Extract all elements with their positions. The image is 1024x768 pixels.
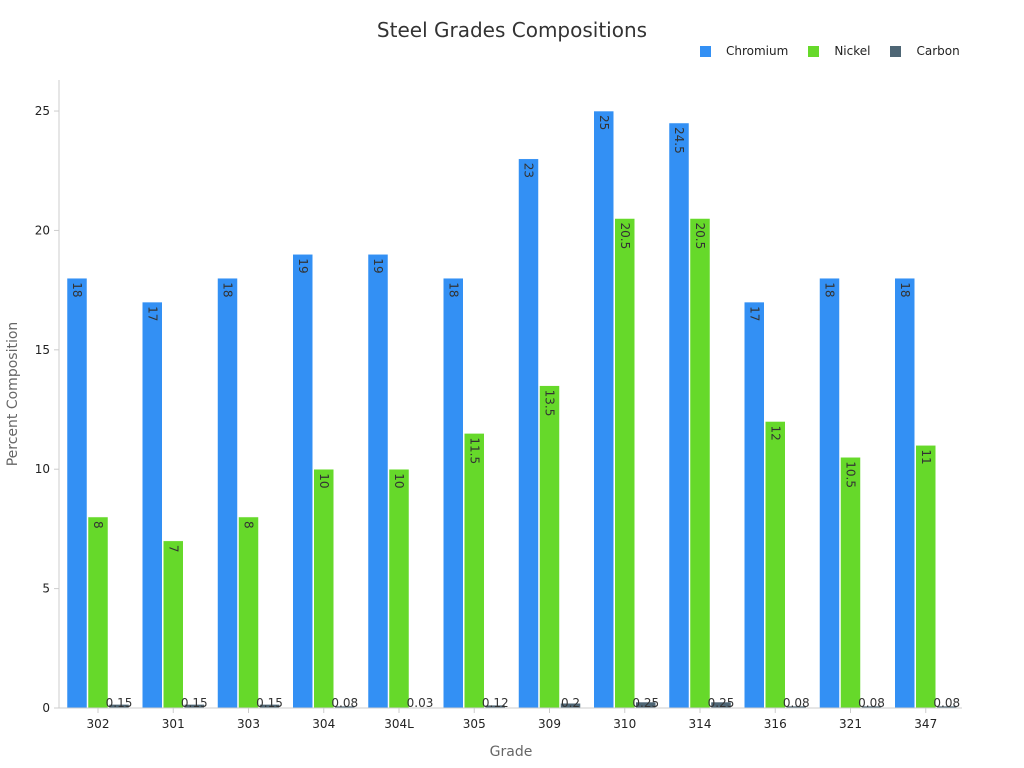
bar-chromium-302	[66, 277, 88, 709]
data-label-chromium-316: 17	[747, 306, 761, 321]
data-label-nickel-301: 7	[166, 545, 180, 553]
x-tick-label-316: 316	[764, 717, 787, 731]
x-tick-label-314: 314	[689, 717, 712, 731]
axes: 0 5 10 15 20 25 302 301 303 304 304L 305 309 310 314 31…	[35, 80, 962, 731]
bar-chromium-303	[217, 277, 238, 709]
bar-chromium-310	[593, 110, 614, 709]
data-label-chromium-303: 18	[221, 282, 235, 297]
data-label-chromium-310: 25	[597, 115, 611, 130]
bar-chromium-309	[518, 158, 539, 709]
data-label-carbon-301: 0.15	[181, 696, 208, 710]
legend-item-nickel[interactable]: Nickel	[808, 44, 870, 58]
data-label-carbon-304: 0.08	[331, 696, 358, 710]
x-tick-label-309: 309	[538, 717, 561, 731]
x-tick-label-304L: 304L	[384, 717, 414, 731]
legend-item-chromium[interactable]: Chromium	[700, 44, 788, 58]
bar-chromium-314	[668, 122, 690, 709]
y-tick-label: 25	[35, 104, 50, 118]
data-label-nickel-321: 10.5	[844, 461, 858, 488]
data-label-chromium-309: 23	[522, 163, 536, 178]
bar-nickel-305	[464, 433, 485, 709]
y-tick-label: 20	[35, 223, 50, 237]
x-tick-label-347: 347	[914, 717, 937, 731]
data-label-carbon-316: 0.08	[783, 696, 810, 710]
data-label-carbon-321: 0.08	[858, 696, 885, 710]
bar-nickel-310	[614, 218, 635, 709]
bar-chromium-347	[894, 277, 915, 709]
x-tick-label-305: 305	[463, 717, 486, 731]
data-label-nickel-302: 8	[91, 521, 105, 529]
legend-label-chromium: Chromium	[726, 44, 789, 58]
bar-chromium-305	[443, 277, 464, 709]
x-tick-label-304: 304	[312, 717, 335, 731]
data-label-carbon-304L: 0.03	[407, 696, 434, 710]
bar-nickel-304	[313, 468, 334, 709]
data-label-nickel-347: 11	[919, 449, 933, 464]
data-label-chromium-301: 17	[145, 306, 159, 321]
bar-nickel-302	[87, 516, 109, 709]
data-label-carbon-309: 0.2	[561, 696, 580, 710]
legend-swatch-carbon	[890, 45, 902, 57]
bar-nickel-314	[689, 218, 711, 709]
bar-nickel-347	[915, 445, 936, 709]
x-axis-title: Grade	[490, 744, 533, 760]
data-label-chromium-314: 24.5	[672, 127, 686, 154]
bar-nickel-303	[238, 516, 259, 709]
legend: Chromium Nickel Carbon	[700, 44, 960, 58]
x-tick-label-302: 302	[87, 717, 110, 731]
y-tick-label: 0	[42, 701, 50, 715]
data-label-carbon-314: 0.25	[708, 696, 735, 710]
x-tick-label-310: 310	[613, 717, 636, 731]
bar-nickel-304L	[388, 468, 410, 709]
data-label-chromium-302: 18	[70, 282, 84, 297]
bar-chromium-304	[292, 254, 313, 709]
bar-nickel-316	[765, 421, 786, 709]
data-label-carbon-302: 0.15	[106, 696, 133, 710]
legend-item-carbon[interactable]: Carbon	[890, 44, 960, 58]
legend-label-carbon: Carbon	[916, 44, 960, 58]
legend-label-nickel: Nickel	[834, 44, 871, 58]
y-tick-label: 5	[42, 582, 50, 596]
data-label-chromium-304: 19	[296, 258, 310, 273]
bar-chromium-321	[819, 277, 840, 709]
data-label-chromium-305: 18	[446, 282, 460, 297]
legend-swatch-chromium	[700, 45, 711, 57]
bar-nickel-309	[539, 385, 560, 709]
y-tick-label: 10	[35, 462, 50, 476]
data-label-chromium-321: 18	[823, 282, 837, 297]
data-label-nickel-316: 12	[768, 425, 782, 440]
data-label-chromium-347: 18	[898, 282, 912, 297]
data-label-carbon-305: 0.12	[482, 696, 509, 710]
bar-chromium-316	[744, 301, 765, 709]
data-label-carbon-303: 0.15	[256, 696, 283, 710]
data-label-carbon-347: 0.08	[933, 696, 960, 710]
x-tick-label-303: 303	[237, 717, 260, 731]
data-label-carbon-310: 0.25	[632, 696, 659, 710]
bar-nickel-321	[840, 457, 861, 709]
chart-title: Steel Grades Compositions	[376, 18, 648, 42]
legend-swatch-nickel	[808, 45, 820, 57]
bar-chromium-301	[142, 301, 163, 709]
x-tick-label-321: 321	[839, 717, 862, 731]
bar-nickel-301	[163, 540, 184, 709]
data-label-nickel-314: 20.5	[693, 222, 707, 249]
data-label-nickel-309: 13.5	[543, 390, 557, 417]
x-tick-label-301: 301	[162, 717, 185, 731]
data-label-chromium-304L: 19	[371, 258, 385, 273]
data-label-nickel-304: 10	[317, 473, 331, 488]
data-label-nickel-304L: 10	[392, 473, 406, 488]
y-axis-title: Percent Composition	[5, 322, 21, 467]
data-label-nickel-310: 20.5	[618, 222, 632, 249]
bar-chromium-304L	[367, 254, 389, 709]
data-label-nickel-303: 8	[242, 521, 256, 529]
y-tick-label: 15	[35, 343, 50, 357]
data-label-nickel-305: 11.5	[467, 437, 481, 464]
plot-area: 18 8 0.15 17 7 0.15 18 8 0.15 19 10 0.08 19 10 0.03 18 1…	[66, 110, 960, 710]
